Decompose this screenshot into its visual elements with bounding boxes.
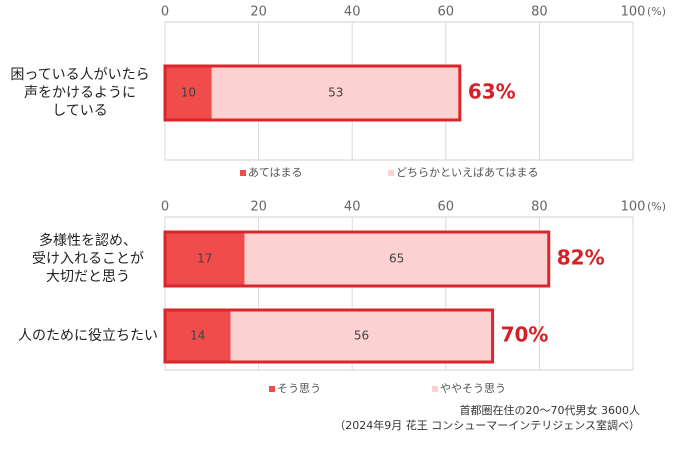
bar-segment bbox=[211, 66, 460, 120]
footnote: （2024年9月 花王 コンシューマーインテリジェンス室調べ） bbox=[334, 418, 640, 432]
data-label: 56 bbox=[354, 329, 369, 343]
bar-segment bbox=[165, 310, 231, 362]
category-label: 大切だと思う bbox=[46, 269, 130, 285]
x-tick-label: 60 bbox=[438, 5, 455, 20]
category-label: している bbox=[52, 103, 108, 119]
x-unit: (%) bbox=[647, 200, 666, 213]
bar-outline bbox=[163, 64, 462, 122]
x-tick-label: 80 bbox=[531, 5, 548, 20]
legend-marker bbox=[388, 170, 394, 176]
legend-label: どちらかといえばあてはまる bbox=[396, 166, 539, 179]
legend-marker bbox=[240, 170, 246, 176]
bar-segment bbox=[244, 232, 549, 286]
x-tick-label: 40 bbox=[344, 200, 361, 215]
category-label: 多様性を認め、 bbox=[39, 232, 137, 249]
total-label: 82% bbox=[557, 246, 605, 270]
data-label: 10 bbox=[181, 86, 196, 100]
x-tick-label: 20 bbox=[250, 200, 267, 215]
bar-segment bbox=[230, 310, 493, 362]
legend-label: ややそう思う bbox=[440, 382, 506, 395]
bar-outline bbox=[163, 308, 495, 364]
legend-label: そう思う bbox=[277, 382, 321, 395]
legend-marker bbox=[432, 386, 438, 392]
data-label: 14 bbox=[190, 329, 205, 343]
legend-marker bbox=[269, 386, 275, 392]
footnote: 首都圏在住の20～70代男女 3600人 bbox=[460, 403, 640, 417]
total-label: 70% bbox=[501, 323, 549, 347]
data-label: 53 bbox=[328, 86, 343, 100]
x-tick-label: 0 bbox=[161, 5, 169, 20]
x-tick-label: 80 bbox=[531, 200, 548, 215]
x-tick-label: 60 bbox=[438, 200, 455, 215]
data-label: 65 bbox=[389, 252, 404, 266]
data-label: 17 bbox=[197, 252, 212, 266]
legend-label: あてはまる bbox=[248, 166, 303, 179]
x-tick-label: 20 bbox=[250, 5, 267, 20]
total-label: 63% bbox=[468, 80, 516, 104]
category-label: 声をかけるように bbox=[24, 85, 136, 101]
x-tick-label: 40 bbox=[344, 5, 361, 20]
x-tick-label: 100 bbox=[621, 200, 646, 215]
x-tick-label: 0 bbox=[161, 200, 169, 215]
category-label: 人のために役立ちたい bbox=[18, 328, 158, 344]
category-label: 困っている人がいたら bbox=[10, 67, 149, 83]
bar-segment bbox=[165, 66, 212, 120]
x-unit: (%) bbox=[647, 5, 666, 18]
bar-segment bbox=[165, 232, 245, 286]
category-label: 受け入れることが bbox=[32, 251, 144, 267]
bar-outline bbox=[163, 230, 551, 288]
x-tick-label: 100 bbox=[621, 5, 646, 20]
